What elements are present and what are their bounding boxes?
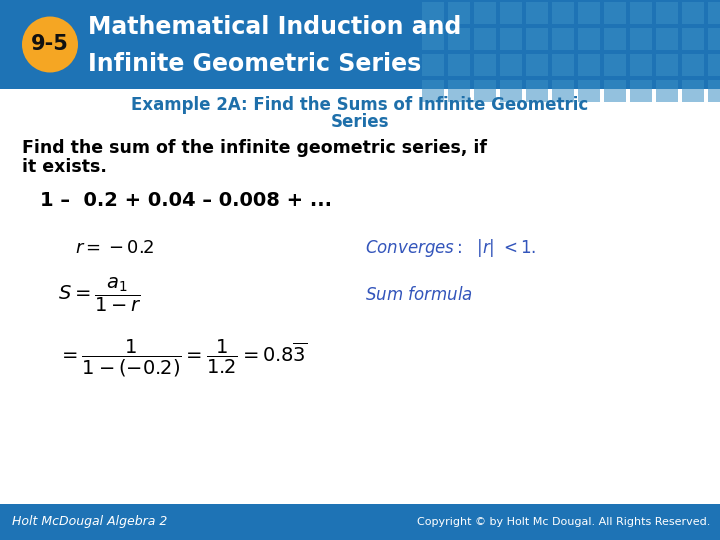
Bar: [448, 2, 470, 24]
Bar: [578, 54, 600, 76]
Bar: [630, 28, 652, 50]
Text: it exists.: it exists.: [22, 158, 107, 176]
Bar: [500, 54, 522, 76]
Bar: [474, 54, 496, 76]
Text: $S = \dfrac{a_1}{1 - r}$: $S = \dfrac{a_1}{1 - r}$: [58, 276, 142, 314]
Bar: [578, 80, 600, 102]
Bar: [474, 28, 496, 50]
Bar: [422, 2, 444, 24]
Bar: [656, 54, 678, 76]
Text: $\mathit{Sum\ formula}$: $\mathit{Sum\ formula}$: [365, 286, 473, 304]
Bar: [422, 54, 444, 76]
Text: Copyright © by Holt Mc Dougal. All Rights Reserved.: Copyright © by Holt Mc Dougal. All Right…: [417, 517, 710, 527]
Text: $r = -0.2$: $r = -0.2$: [75, 239, 155, 257]
Bar: [422, 80, 444, 102]
Bar: [552, 80, 574, 102]
Bar: [604, 2, 626, 24]
Bar: [526, 2, 548, 24]
Bar: [0, 504, 720, 540]
Text: $\mathit{Converges}\mathit{:}\ \ |r|\ < 1.$: $\mathit{Converges}\mathit{:}\ \ |r|\ < …: [365, 237, 536, 259]
Bar: [656, 2, 678, 24]
Bar: [656, 80, 678, 102]
Text: Infinite Geometric Series: Infinite Geometric Series: [88, 52, 421, 76]
Text: Mathematical Induction and: Mathematical Induction and: [88, 15, 462, 39]
Bar: [708, 2, 720, 24]
Bar: [604, 54, 626, 76]
Bar: [708, 80, 720, 102]
Circle shape: [22, 17, 78, 72]
Bar: [526, 28, 548, 50]
Bar: [552, 28, 574, 50]
Bar: [500, 28, 522, 50]
Bar: [474, 2, 496, 24]
Bar: [604, 28, 626, 50]
Bar: [552, 2, 574, 24]
Bar: [448, 54, 470, 76]
Text: 1 –  0.2 + 0.04 – 0.008 + ...: 1 – 0.2 + 0.04 – 0.008 + ...: [40, 191, 332, 210]
Bar: [0, 0, 720, 89]
Bar: [682, 54, 704, 76]
Bar: [708, 28, 720, 50]
Bar: [578, 28, 600, 50]
Bar: [682, 28, 704, 50]
Bar: [526, 54, 548, 76]
Bar: [500, 2, 522, 24]
Bar: [526, 80, 548, 102]
Bar: [578, 2, 600, 24]
Bar: [630, 80, 652, 102]
Bar: [656, 28, 678, 50]
Text: 9-5: 9-5: [31, 35, 69, 55]
Bar: [708, 54, 720, 76]
Text: Holt McDougal Algebra 2: Holt McDougal Algebra 2: [12, 516, 167, 529]
Bar: [604, 80, 626, 102]
Bar: [682, 80, 704, 102]
Text: Example 2A: Find the Sums of Infinite Geometric: Example 2A: Find the Sums of Infinite Ge…: [131, 96, 589, 114]
Text: $= \dfrac{1}{1-(-0.2)} = \dfrac{1}{1.2} = 0.8\overline{3}$: $= \dfrac{1}{1-(-0.2)} = \dfrac{1}{1.2} …: [58, 338, 307, 379]
Bar: [422, 28, 444, 50]
Text: Find the sum of the infinite geometric series, if: Find the sum of the infinite geometric s…: [22, 139, 487, 157]
Bar: [474, 80, 496, 102]
Bar: [500, 80, 522, 102]
Bar: [448, 80, 470, 102]
Bar: [448, 28, 470, 50]
Text: Series: Series: [330, 113, 390, 131]
Bar: [630, 54, 652, 76]
Bar: [552, 54, 574, 76]
Bar: [682, 2, 704, 24]
Bar: [630, 2, 652, 24]
